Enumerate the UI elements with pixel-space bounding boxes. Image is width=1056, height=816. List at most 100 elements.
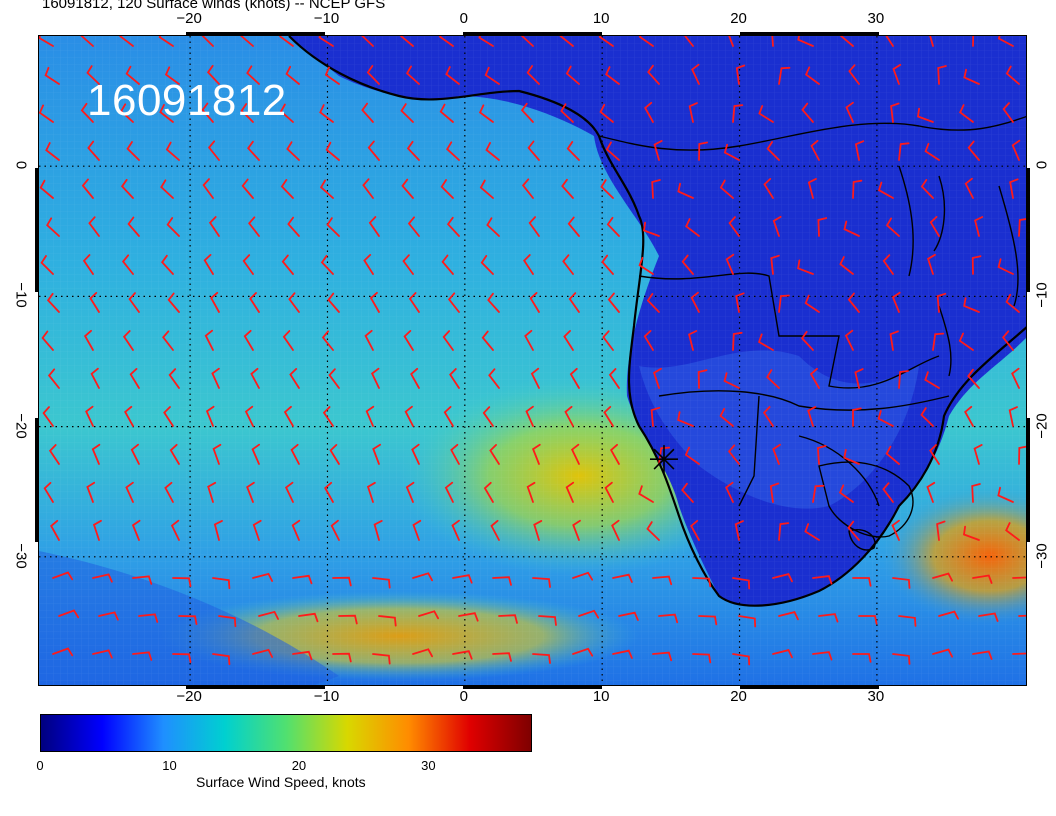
wind-barb <box>50 519 60 541</box>
wind-barb <box>778 66 791 85</box>
wind-barb <box>652 575 673 586</box>
wind-barb <box>877 410 894 427</box>
wind-barb <box>843 449 860 465</box>
wind-barb <box>618 611 639 621</box>
wind-barb <box>129 368 140 389</box>
wind-barb <box>411 443 420 465</box>
wind-barb <box>763 178 774 199</box>
wind-barb <box>738 615 757 628</box>
wind-barb <box>812 651 833 661</box>
wind-barb <box>410 367 420 389</box>
wind-barb <box>723 143 740 161</box>
wind-barb <box>290 443 300 465</box>
wind-barb <box>204 329 214 351</box>
wind-barb <box>727 444 740 465</box>
wind-barb <box>959 104 974 123</box>
wind-barb <box>404 405 414 427</box>
wind-barb <box>158 36 174 47</box>
wind-barb <box>130 443 140 465</box>
axis-tick-bar <box>1026 418 1030 542</box>
wind-barb <box>967 368 980 389</box>
wind-barb <box>443 406 454 427</box>
wind-barb <box>244 405 254 427</box>
wind-barb <box>734 520 744 541</box>
wind-barb <box>804 294 820 313</box>
wind-barb <box>167 292 180 313</box>
wind-barb <box>698 141 708 161</box>
longitude-tick-label: 10 <box>592 10 610 27</box>
wind-barb <box>1005 65 1020 85</box>
wind-barb <box>885 445 900 465</box>
longitude-tick-label: 20 <box>730 688 747 705</box>
wind-barb <box>844 329 854 351</box>
wind-barb <box>87 140 100 161</box>
wind-barb <box>44 66 60 85</box>
wind-barb <box>892 577 911 589</box>
wind-barb <box>498 614 518 624</box>
wind-barb <box>924 371 940 389</box>
wind-barb <box>98 611 119 621</box>
wind-barb <box>121 254 134 275</box>
axis-tick-bar <box>1026 168 1030 292</box>
wind-barb <box>898 142 910 161</box>
wind-barb <box>772 215 782 237</box>
wind-barb <box>370 367 380 389</box>
wind-barb <box>47 368 60 389</box>
wind-barb <box>1012 652 1026 655</box>
wind-barb <box>578 609 600 619</box>
wind-barb <box>927 253 936 275</box>
latitude-tick-label: −30 <box>12 543 30 569</box>
wind-barb <box>691 63 700 85</box>
wind-barb <box>898 370 909 389</box>
wind-barb <box>652 651 673 662</box>
wind-barb <box>212 577 231 590</box>
wind-barb <box>562 254 574 275</box>
wind-barb <box>481 330 494 351</box>
wind-barb <box>929 444 940 465</box>
wind-barb <box>446 216 460 237</box>
wind-barb <box>283 405 294 427</box>
wind-barb <box>210 291 220 313</box>
wind-barb <box>964 405 974 427</box>
wind-barb <box>891 519 900 541</box>
wind-barb <box>366 481 376 503</box>
wind-barb <box>122 330 134 351</box>
latitude-tick-label: 0 <box>12 161 30 170</box>
wind-barb <box>445 66 460 85</box>
wind-barb <box>804 66 820 85</box>
wind-map[interactable] <box>39 36 1027 686</box>
wind-barb <box>688 330 698 351</box>
wind-barb <box>890 102 900 123</box>
colorbar <box>40 714 532 752</box>
wind-barb <box>972 574 993 584</box>
date-stamp: 16091812 <box>87 76 287 125</box>
wind-barb <box>762 406 774 427</box>
wind-barb <box>92 519 102 541</box>
axis-tick-bar <box>35 418 39 542</box>
wind-barb <box>166 217 180 237</box>
wind-barb <box>728 216 740 237</box>
wind-barb <box>766 369 780 389</box>
wind-barb <box>205 405 215 427</box>
wind-barb <box>138 613 159 623</box>
wind-barb <box>766 141 780 161</box>
wind-barb <box>690 519 700 541</box>
wind-barb <box>778 294 790 313</box>
wind-barb <box>490 519 500 541</box>
longitude-tick-label: 30 <box>867 688 885 705</box>
wind-barb <box>80 102 94 123</box>
wind-barb <box>452 574 473 584</box>
wind-barb <box>46 217 60 237</box>
wind-barb <box>609 443 620 465</box>
wind-barb <box>240 103 254 123</box>
wind-barb <box>208 216 220 237</box>
wind-barb <box>772 573 793 583</box>
wind-barb <box>330 519 340 541</box>
wind-barb <box>1001 330 1014 351</box>
wind-barb <box>401 178 414 199</box>
wind-barb <box>338 614 358 625</box>
wind-barb <box>403 330 414 351</box>
map-panel[interactable]: 16091812 <box>38 35 1027 686</box>
wind-barb <box>52 571 74 581</box>
wind-barb <box>362 178 374 199</box>
